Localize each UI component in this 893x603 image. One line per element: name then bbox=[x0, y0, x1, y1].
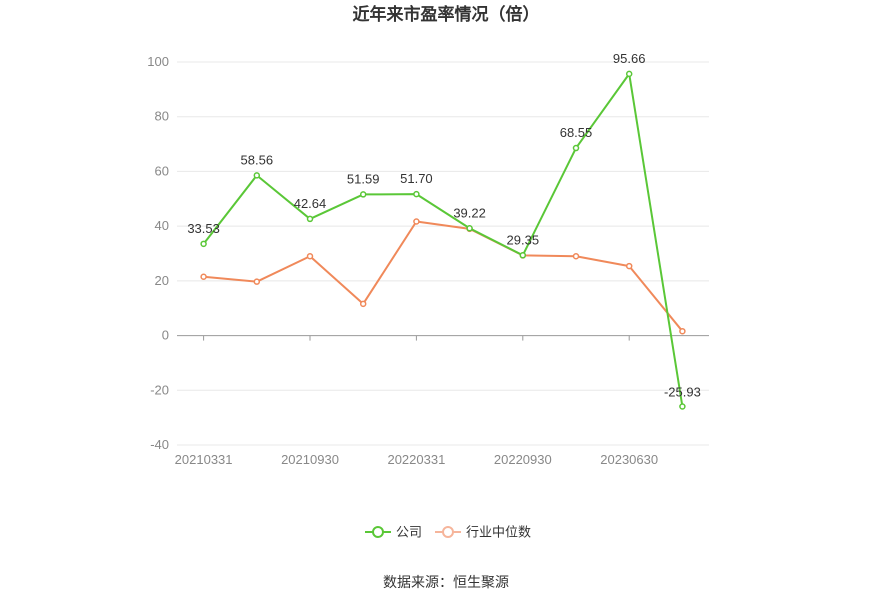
company-point bbox=[413, 190, 420, 198]
industry-median-point bbox=[200, 273, 207, 281]
company-data-label: 29.35 bbox=[507, 232, 540, 247]
company-point bbox=[200, 240, 207, 248]
company-data-label: 33.53 bbox=[187, 221, 220, 236]
industry-median-point bbox=[413, 218, 420, 225]
company-point bbox=[359, 191, 367, 198]
industry-median-point bbox=[253, 278, 261, 285]
source-note: 数据来源：恒生聚源 bbox=[383, 574, 509, 590]
x-tick-label: 20210930 bbox=[281, 452, 339, 467]
company-data-label: 51.70 bbox=[400, 171, 433, 186]
company-point bbox=[679, 403, 686, 410]
series-layer bbox=[200, 70, 686, 410]
company-point bbox=[519, 252, 527, 259]
y-tick-label: 40 bbox=[155, 218, 169, 233]
y-tick-label: 20 bbox=[155, 273, 169, 288]
legend-label: 行业中位数 bbox=[466, 525, 531, 540]
y-tick-label: 60 bbox=[155, 163, 169, 178]
company-data-label: -25.93 bbox=[664, 385, 701, 400]
company-data-label: 39.22 bbox=[453, 205, 486, 220]
industry-median-point bbox=[572, 252, 580, 260]
x-tick-label: 20230630 bbox=[600, 452, 658, 467]
industry-median-point bbox=[359, 300, 367, 308]
company-point bbox=[466, 225, 473, 232]
data-label-layer: 33.53 58.56 42.64 51.59 51.70 39.22 29.35 68.55… bbox=[187, 51, 701, 400]
legend-marker-icon bbox=[442, 526, 454, 538]
chart-title: 近年来市盈率情况（倍） bbox=[353, 4, 540, 24]
y-tick-label: -40 bbox=[150, 437, 169, 452]
company-series-line bbox=[202, 72, 684, 407]
company-data-label: 51.59 bbox=[347, 171, 380, 186]
axis-layer: 100 80 60 40 20 0 -20 -40 20210331 20210930 202203… bbox=[147, 54, 709, 467]
industry-median-point bbox=[625, 262, 633, 270]
legend-item-industry-median: 行业中位数 bbox=[435, 525, 531, 540]
company-data-label: 68.55 bbox=[560, 125, 593, 140]
company-data-label: 42.64 bbox=[294, 196, 327, 211]
company-point bbox=[253, 172, 261, 179]
legend-item-company: 公司 bbox=[365, 525, 422, 540]
x-tick-label: 20220331 bbox=[387, 452, 445, 467]
x-tick-label: 20210331 bbox=[175, 452, 233, 467]
legend-marker-icon bbox=[372, 526, 384, 538]
company-data-label: 95.66 bbox=[613, 51, 646, 66]
grid-layer bbox=[177, 61, 709, 446]
industry-median-series-line bbox=[203, 220, 684, 332]
y-tick-label: 0 bbox=[162, 328, 169, 343]
company-data-label: 58.56 bbox=[241, 152, 274, 167]
y-tick-label: 100 bbox=[147, 54, 169, 69]
legend-label: 公司 bbox=[396, 525, 422, 540]
company-point bbox=[572, 144, 580, 152]
y-tick-label: 80 bbox=[155, 109, 169, 124]
industry-median-point bbox=[679, 327, 686, 335]
company-point bbox=[306, 215, 314, 223]
company-point bbox=[625, 70, 633, 78]
industry-median-point bbox=[306, 252, 314, 260]
y-tick-label: -20 bbox=[150, 382, 169, 397]
x-tick-label: 20220930 bbox=[494, 452, 552, 467]
legend: 公司 行业中位数 bbox=[365, 525, 531, 540]
